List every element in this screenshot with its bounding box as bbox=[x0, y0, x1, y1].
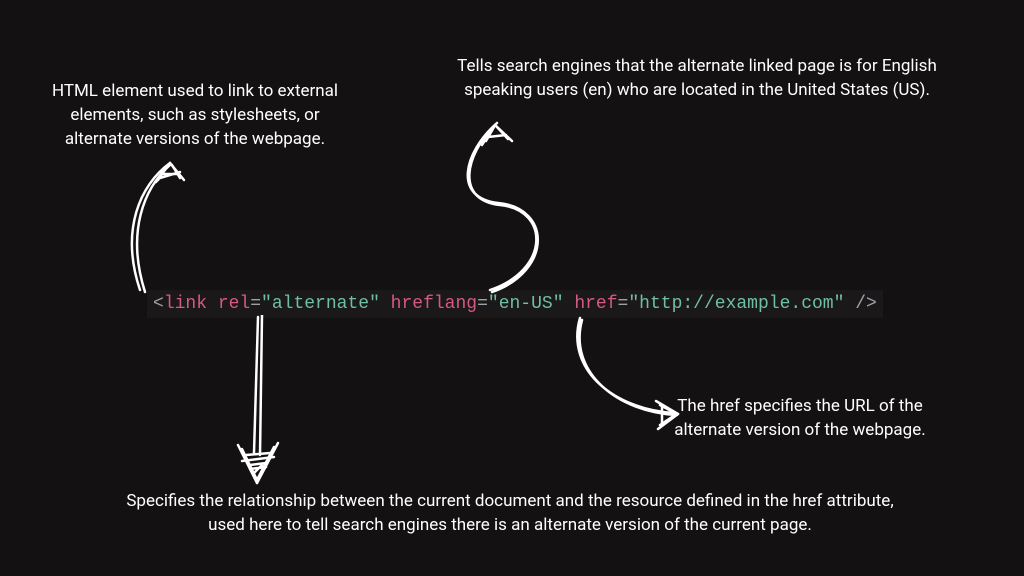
annotation-rel-text: Specifies the relationship between the c… bbox=[126, 491, 893, 535]
annotation-link-text: HTML element used to link to external el… bbox=[52, 81, 338, 149]
diagram-stage: HTML element used to link to external el… bbox=[0, 0, 1024, 576]
code-token: = bbox=[477, 294, 488, 314]
annotation-rel: Specifies the relationship between the c… bbox=[120, 490, 900, 538]
code-token: "en-US" bbox=[488, 294, 574, 314]
code-token: link bbox=[164, 294, 218, 314]
annotation-href-text: The href specifies the URL of the altern… bbox=[674, 396, 925, 440]
code-token: rel bbox=[218, 294, 250, 314]
annotation-hreflang: Tells search engines that the alternate … bbox=[432, 55, 962, 103]
code-token: < bbox=[153, 294, 164, 314]
arrow-link bbox=[100, 160, 220, 300]
code-token: = bbox=[250, 294, 261, 314]
code-token: /> bbox=[855, 294, 877, 314]
annotation-link: HTML element used to link to external el… bbox=[40, 80, 350, 151]
code-token: = bbox=[618, 294, 629, 314]
code-snippet: <link rel="alternate" hreflang="en-US" h… bbox=[147, 290, 883, 318]
code-token: "http://example.com" bbox=[628, 294, 855, 314]
code-token: href bbox=[574, 294, 617, 314]
annotation-hreflang-text: Tells search engines that the alternate … bbox=[457, 56, 937, 100]
code-token: hreflang bbox=[391, 294, 477, 314]
code-token: "alternate" bbox=[261, 294, 391, 314]
annotation-href: The href specifies the URL of the altern… bbox=[650, 395, 950, 443]
arrow-rel bbox=[220, 315, 300, 490]
arrow-hreflang bbox=[440, 115, 580, 295]
